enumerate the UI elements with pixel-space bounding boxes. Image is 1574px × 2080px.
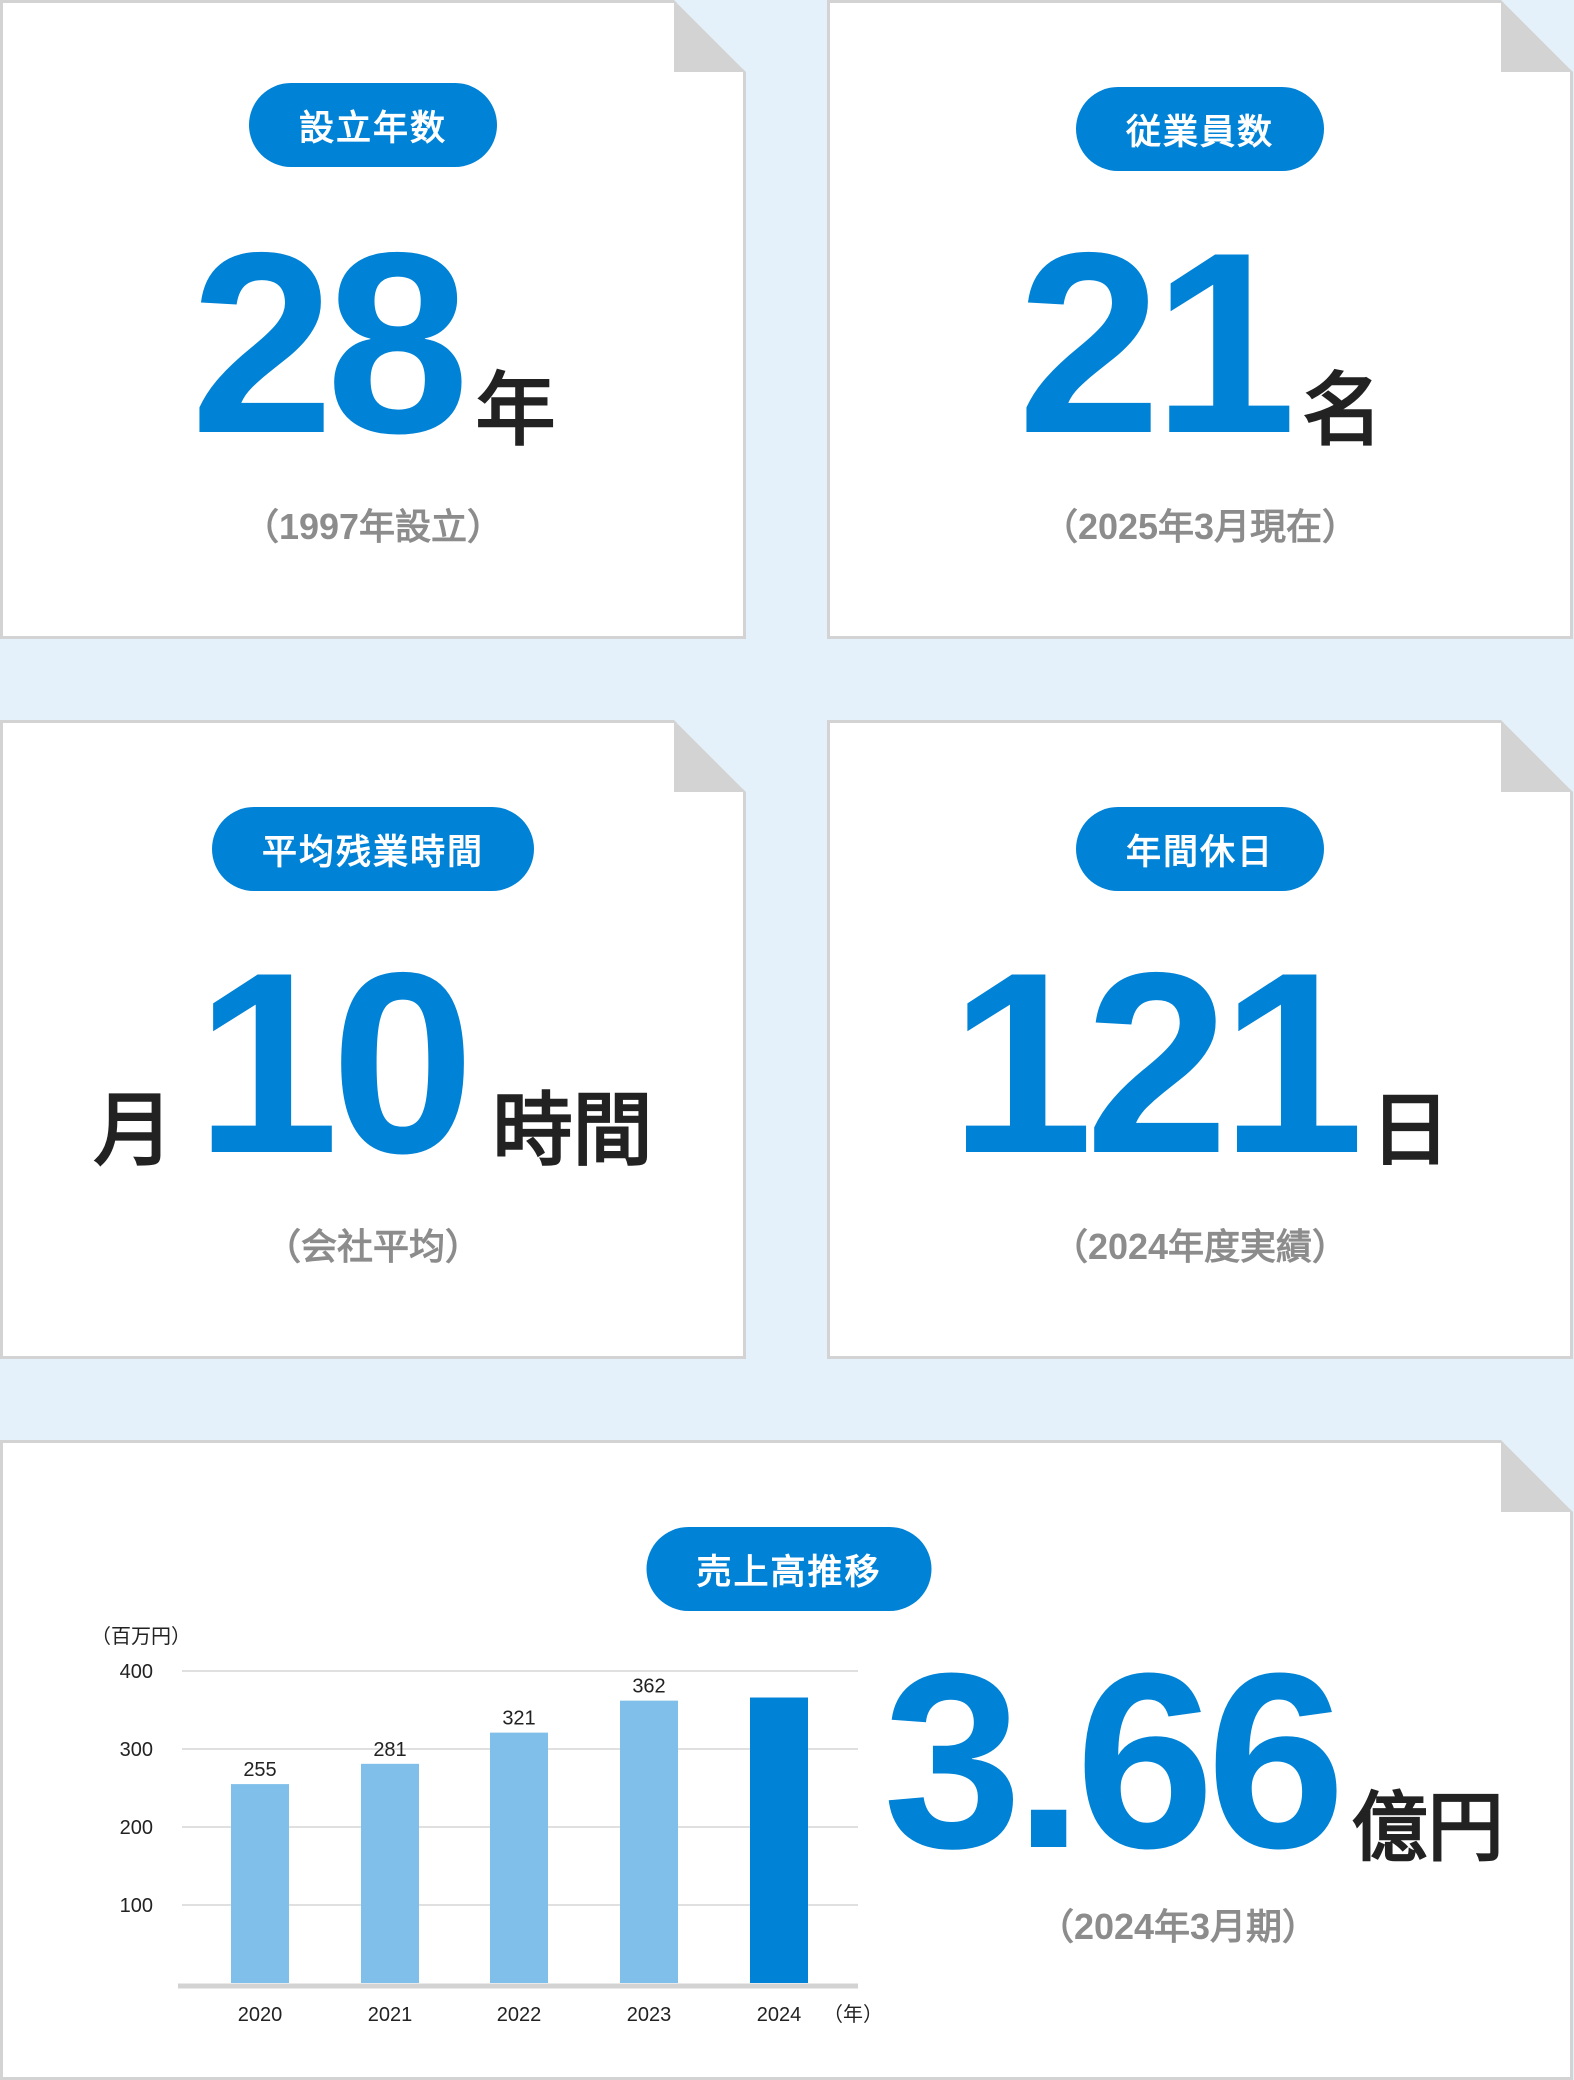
stat-unit: 名 (1302, 366, 1383, 455)
data-label: 281 (373, 1739, 406, 1761)
y-tick-label: 200 (120, 1817, 153, 1839)
page-corner-fold (674, 720, 746, 792)
page-corner-fold (674, 0, 746, 72)
data-label: 255 (243, 1759, 276, 1781)
x-tick-label: 2024 (757, 2004, 802, 2026)
sales-number: 3.66 (883, 1621, 1346, 1900)
stat-value: 21 名 (830, 198, 1570, 487)
stat-card-employees: 従業員数 21 名 （2025年3月現在） (827, 0, 1573, 639)
stat-card-founded: 設立年数 28 年 （1997年設立） (0, 0, 746, 639)
stat-label-pill: 売上高推移 (646, 1527, 932, 1611)
page-corner-fold (1501, 0, 1573, 72)
stat-value: 28 年 (3, 198, 743, 487)
stat-label-pill: 従業員数 (1076, 87, 1324, 171)
bar-2023 (620, 1700, 678, 1983)
sales-value: 3.66 億円 (883, 1621, 1504, 1900)
sales-unit: 億円 (1351, 1786, 1504, 1871)
page-corner-fold (1501, 1440, 1573, 1512)
stat-card-sales: 売上高推移 （百万円） （年） 100 200 300 400 255 2020 281 20… (0, 1440, 1573, 2080)
stat-note: （会社平均） (264, 1226, 481, 1267)
stat-card-overtime: 平均残業時間 月 10 時間 （会社平均） (0, 720, 746, 1359)
bar-2022 (490, 1732, 548, 1983)
stat-note: （1997年設立） (242, 506, 504, 547)
stat-unit: 日 (1370, 1086, 1451, 1175)
stat-value: 121 日 (830, 918, 1570, 1207)
stat-value: 月 10 時間 (3, 918, 743, 1207)
stat-number: 121 (949, 918, 1364, 1207)
stat-label-pill: 年間休日 (1076, 807, 1324, 891)
data-label: 321 (502, 1708, 535, 1730)
stat-label-pill: 平均残業時間 (212, 807, 534, 891)
bar-2024 (750, 1697, 808, 1983)
y-tick-label: 100 (120, 1895, 153, 1917)
x-axis-unit-label: （年） (823, 2003, 883, 2026)
sales-bar-chart: （百万円） （年） 100 200 300 400 255 2020 281 2021 321 2… (91, 1625, 883, 2026)
y-tick-label: 300 (120, 1739, 153, 1761)
stat-note: （2025年3月現在） (1041, 506, 1359, 547)
stat-number: 10 (195, 918, 475, 1207)
data-label: 362 (632, 1676, 665, 1698)
page-corner-fold (1501, 720, 1573, 792)
x-tick-label: 2021 (368, 2004, 413, 2026)
stat-card-holidays: 年間休日 121 日 （2024年度実績） (827, 720, 1573, 1359)
y-tick-label: 400 (120, 1661, 153, 1683)
bar-2021 (361, 1763, 419, 1983)
stat-number: 21 (1017, 198, 1297, 487)
y-axis-unit-label: （百万円） (91, 1625, 191, 1648)
x-tick-label: 2022 (497, 2004, 542, 2026)
stat-unit: 時間 (492, 1086, 653, 1175)
stat-number: 28 (190, 198, 470, 487)
stat-label-pill: 設立年数 (249, 83, 497, 167)
stat-unit: 年 (475, 366, 556, 455)
stat-prefix: 月 (93, 1086, 174, 1175)
stat-note: （2024年度実績） (1051, 1226, 1349, 1267)
x-tick-label: 2020 (238, 2004, 283, 2026)
sales-note: （2024年3月期） (1037, 1906, 1319, 1947)
x-tick-label: 2023 (627, 2004, 672, 2026)
bar-2020 (231, 1784, 289, 1983)
